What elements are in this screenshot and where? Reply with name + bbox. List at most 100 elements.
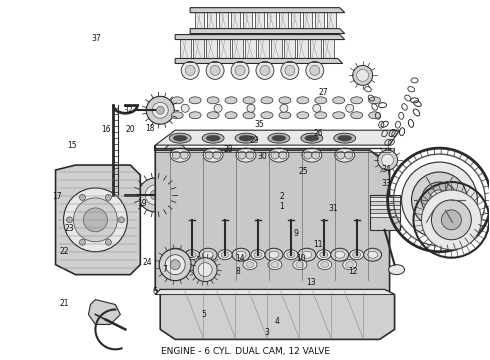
Ellipse shape [321, 262, 329, 268]
Circle shape [281, 62, 299, 80]
Polygon shape [55, 165, 140, 275]
Polygon shape [175, 58, 343, 63]
Ellipse shape [272, 135, 286, 141]
Text: 11: 11 [314, 240, 323, 249]
Circle shape [421, 190, 481, 250]
Text: 27: 27 [318, 87, 328, 96]
Circle shape [79, 194, 85, 201]
Circle shape [271, 151, 279, 159]
Text: 21: 21 [59, 299, 69, 308]
Circle shape [280, 104, 288, 112]
Ellipse shape [236, 148, 256, 162]
Polygon shape [207, 11, 216, 31]
Polygon shape [89, 300, 121, 324]
Circle shape [147, 96, 174, 124]
Polygon shape [258, 37, 269, 60]
Ellipse shape [202, 133, 224, 143]
Polygon shape [195, 11, 204, 31]
Ellipse shape [207, 97, 219, 104]
Text: 37: 37 [91, 34, 101, 43]
Ellipse shape [189, 97, 201, 104]
Ellipse shape [320, 252, 328, 258]
Polygon shape [190, 8, 345, 13]
Circle shape [152, 102, 168, 118]
Ellipse shape [189, 112, 201, 119]
Ellipse shape [317, 250, 331, 260]
Ellipse shape [279, 97, 291, 104]
Text: 4: 4 [274, 317, 279, 326]
Ellipse shape [206, 135, 220, 141]
Text: 12: 12 [348, 267, 357, 276]
Bar [369, 197, 399, 201]
Text: 24: 24 [143, 258, 152, 267]
Ellipse shape [185, 250, 199, 260]
Circle shape [180, 151, 188, 159]
Circle shape [312, 151, 320, 159]
Ellipse shape [221, 252, 229, 258]
Circle shape [246, 151, 254, 159]
Circle shape [214, 104, 222, 112]
Circle shape [74, 198, 118, 242]
Ellipse shape [353, 252, 361, 258]
Ellipse shape [235, 133, 257, 143]
Ellipse shape [350, 250, 364, 260]
Polygon shape [255, 11, 264, 31]
Text: 3: 3 [265, 328, 270, 337]
Circle shape [210, 66, 220, 75]
Ellipse shape [268, 260, 282, 270]
Ellipse shape [232, 248, 250, 261]
Circle shape [170, 260, 180, 270]
Text: 33: 33 [382, 179, 392, 188]
Text: 9: 9 [294, 229, 299, 238]
Ellipse shape [265, 248, 283, 261]
Circle shape [105, 194, 111, 201]
Circle shape [83, 208, 107, 232]
Ellipse shape [218, 250, 232, 260]
Text: 26: 26 [314, 129, 323, 138]
Circle shape [156, 106, 164, 114]
Polygon shape [284, 37, 295, 60]
Ellipse shape [268, 133, 290, 143]
Ellipse shape [243, 260, 257, 270]
Circle shape [357, 69, 368, 81]
Ellipse shape [334, 133, 356, 143]
Ellipse shape [351, 97, 363, 104]
Polygon shape [297, 37, 308, 60]
Text: 5: 5 [201, 310, 206, 319]
Circle shape [205, 151, 213, 159]
Polygon shape [155, 289, 394, 294]
Ellipse shape [351, 112, 363, 119]
Circle shape [119, 217, 124, 223]
Circle shape [163, 143, 187, 167]
Circle shape [145, 185, 165, 205]
Polygon shape [155, 130, 399, 145]
Ellipse shape [293, 260, 307, 270]
Circle shape [165, 255, 185, 275]
Ellipse shape [368, 112, 381, 119]
Ellipse shape [335, 148, 355, 162]
Polygon shape [232, 37, 243, 60]
Circle shape [353, 66, 372, 85]
Ellipse shape [199, 248, 217, 261]
Circle shape [279, 151, 287, 159]
Ellipse shape [251, 250, 265, 260]
Circle shape [429, 190, 449, 210]
Ellipse shape [335, 251, 345, 258]
Polygon shape [219, 37, 230, 60]
Ellipse shape [166, 248, 184, 261]
Polygon shape [310, 37, 321, 60]
Ellipse shape [188, 252, 196, 258]
Ellipse shape [269, 251, 279, 258]
Text: 20: 20 [125, 125, 135, 134]
Circle shape [198, 263, 212, 276]
Ellipse shape [302, 251, 312, 258]
Circle shape [412, 172, 467, 228]
Circle shape [238, 151, 246, 159]
Ellipse shape [389, 265, 405, 275]
Ellipse shape [203, 148, 223, 162]
Ellipse shape [364, 248, 382, 261]
Ellipse shape [279, 112, 291, 119]
Circle shape [105, 239, 111, 245]
Text: 31: 31 [328, 204, 338, 213]
Circle shape [138, 178, 172, 212]
